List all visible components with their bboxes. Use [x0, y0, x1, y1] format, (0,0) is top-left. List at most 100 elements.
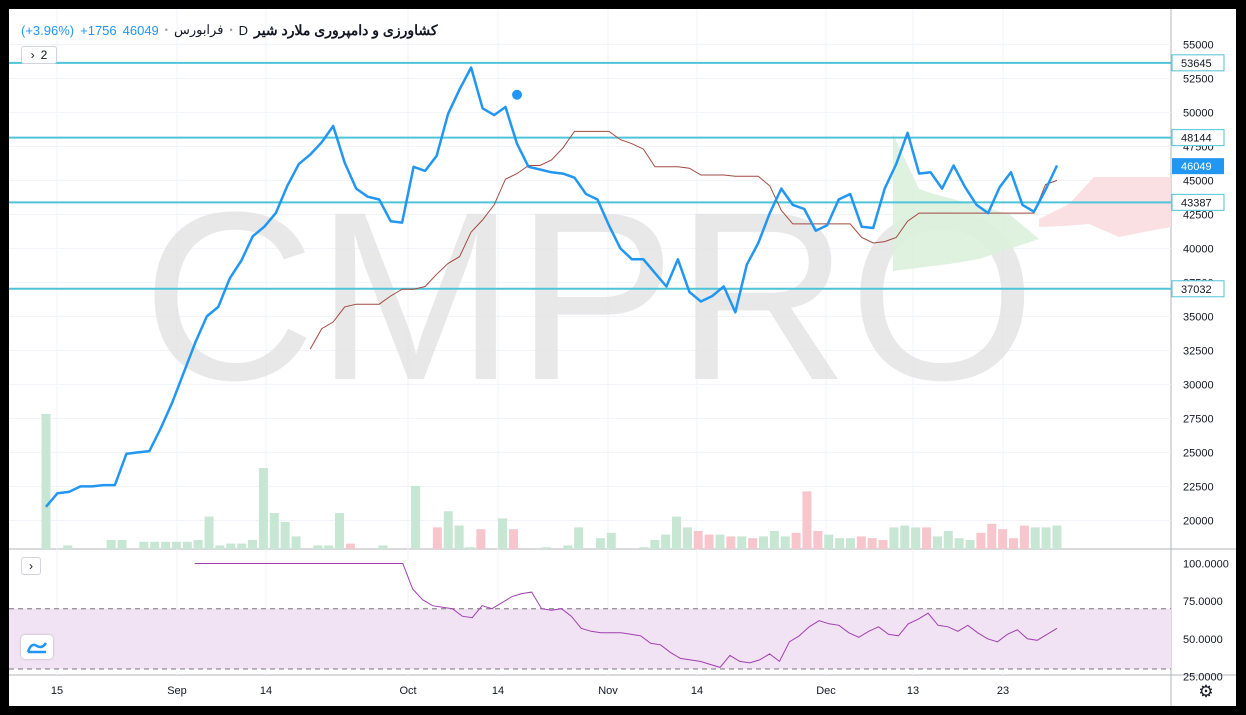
volume-bar [498, 518, 508, 549]
time-tick-label: Oct [399, 685, 416, 697]
level-label: 43387 [1181, 197, 1212, 209]
time-tick-label: 14 [492, 685, 504, 697]
time-axis: 15 Sep 14 Oct 14 Nov 14 Dec 13 23 [51, 685, 1009, 697]
current-price-label: 46049 [1181, 161, 1212, 173]
volume-bar [411, 486, 421, 549]
volume-bar [889, 527, 899, 549]
volume-bar [911, 527, 921, 549]
volume-bar [976, 532, 986, 549]
volume-bar [378, 545, 388, 549]
gear-icon[interactable]: ⚙ [1198, 682, 1214, 701]
grid [9, 9, 1236, 706]
volume-bar [672, 516, 682, 549]
level-label-box [1171, 129, 1225, 147]
rsi-tick-label: 50.0000 [1183, 634, 1223, 646]
volume-bar [291, 536, 301, 549]
time-tick-label: 23 [997, 685, 1009, 697]
volume-bar [258, 468, 268, 549]
volume-bar [748, 538, 758, 549]
level-label: 53645 [1181, 58, 1212, 70]
volume-bar [878, 540, 888, 549]
legend-toggle-button[interactable]: › 2 [21, 46, 57, 64]
volume-bar [454, 525, 464, 549]
rsi-line [194, 563, 1058, 668]
price-tick-label: 45000 [1183, 175, 1214, 187]
volume-bar [476, 529, 486, 549]
volume-bar [932, 536, 942, 549]
volume-bar [595, 538, 605, 549]
volume-bar [313, 545, 323, 549]
volume-bar [1019, 525, 1029, 549]
price-line [45, 66, 1059, 508]
volume-bar [280, 522, 290, 549]
interval[interactable]: D [238, 22, 248, 38]
rsi-tick-label: 100.0000 [1183, 559, 1229, 571]
symbol-title[interactable]: کشاورزی و دامپروری ملارد شیر [253, 21, 438, 38]
volume-bar [432, 527, 442, 549]
change-pct: (+3.96%) [21, 22, 75, 38]
price-tick-label: 20000 [1183, 515, 1214, 527]
volume-bar [998, 529, 1008, 549]
volume-bar [922, 527, 932, 549]
chart-frame: CMPRO 55000 52500 50000 47500 45000 42500 4000… [9, 9, 1236, 706]
price-tick-label: 27500 [1183, 413, 1214, 425]
tradingview-logo-icon[interactable] [21, 635, 53, 659]
chart-canvas[interactable]: CMPRO 5500052500500004750045000425004000… [9, 9, 1236, 706]
level-label: 48144 [1181, 133, 1212, 145]
volume-bar [791, 532, 801, 549]
volume-bar [150, 541, 160, 549]
volume-bar [574, 527, 584, 549]
time-tick-label: Nov [598, 685, 618, 697]
volume-bar [835, 538, 845, 549]
volume-bar [541, 547, 551, 549]
price-tick-label: 32500 [1183, 345, 1214, 357]
volume-bar [1041, 527, 1051, 549]
volume-bar [639, 547, 649, 549]
price-tick-label: 25000 [1183, 447, 1214, 459]
volume-bar [335, 513, 345, 549]
watermark: CMPRO [142, 162, 1035, 430]
price-lines [45, 66, 1059, 508]
volume-bar [954, 538, 964, 549]
moving-average-line [309, 130, 1058, 350]
volume-bar [508, 529, 518, 549]
volume-bar [845, 538, 855, 549]
exchange-name[interactable]: فرابورس [173, 22, 224, 37]
volume-bar [171, 541, 181, 549]
rsi-legend-toggle-button[interactable]: › [21, 557, 41, 575]
level-label-box [1171, 193, 1225, 211]
volume-bar [139, 541, 149, 549]
rsi-band [9, 608, 1171, 669]
legend-count: 2 [40, 48, 48, 62]
rsi-tick-label: 75.0000 [1183, 596, 1223, 608]
volume-bar [193, 540, 203, 549]
level-label-box [1171, 280, 1225, 298]
volume-bar [965, 540, 975, 549]
volume-bar [824, 534, 834, 549]
volume-bar [63, 545, 73, 549]
volume-bar [269, 513, 279, 549]
volume-bar [856, 536, 866, 549]
price-tick-label: 22500 [1183, 481, 1214, 493]
volume-bar [443, 511, 453, 549]
volume-bar [41, 414, 51, 549]
volume-bar [943, 531, 953, 549]
volume-bar [1030, 527, 1040, 549]
volume-bar [715, 534, 725, 549]
volume-bar [987, 523, 997, 549]
rsi-tick-label: 25.0000 [1183, 671, 1223, 683]
cloud-green [893, 134, 1039, 271]
volume-bar [237, 543, 247, 549]
rsi-pane [9, 563, 1171, 670]
horizontal-levels [9, 61, 1171, 290]
chart-header: (+3.96%) +1756 46049 • فرابورس • D کشاور… [21, 20, 438, 40]
volume-bar [1009, 538, 1019, 549]
volume-bar [345, 543, 355, 549]
volume-bar [682, 527, 692, 549]
volume-bar [606, 532, 616, 549]
volume-bar [900, 525, 910, 549]
volume-bar [813, 531, 823, 549]
volume-bar [215, 545, 225, 549]
volume-bar [802, 491, 812, 549]
chevron-right-icon: › [29, 559, 33, 573]
